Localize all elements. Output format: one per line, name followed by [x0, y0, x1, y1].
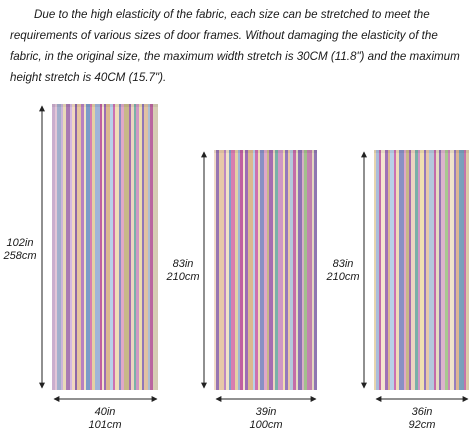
curtain-stripes — [214, 150, 317, 390]
width-label-large: 40in 101cm — [88, 406, 122, 431]
curtain-panel-small — [374, 150, 469, 390]
description-text: Due to the high elasticity of the fabric… — [10, 8, 460, 84]
height-label-medium: 83in 210cm — [166, 258, 200, 283]
height-label-large: 102in 258cm — [3, 237, 37, 262]
width-label-medium: 39in 100cm — [249, 406, 283, 431]
curtain-panel-large — [52, 104, 158, 390]
curtain-stripes — [52, 104, 158, 390]
curtain-stripes — [374, 150, 469, 390]
width-label-small: 36in 92cm — [408, 406, 436, 431]
height-label-small: 83in 210cm — [326, 258, 360, 283]
curtain-panel-medium — [214, 150, 317, 390]
